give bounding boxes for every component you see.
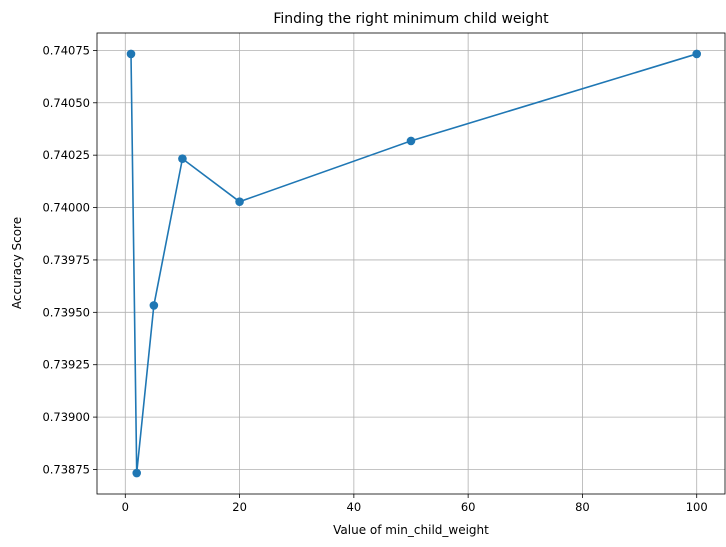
- data-point: [692, 49, 702, 59]
- data-point: [126, 49, 136, 59]
- chart-title: Finding the right minimum child weight: [273, 11, 549, 27]
- y-tick-label: 0.73875: [42, 462, 90, 476]
- y-tick-label: 0.73900: [42, 410, 90, 424]
- x-axis-label: Value of min_child_weight: [333, 523, 489, 537]
- series-line: [130, 53, 697, 474]
- data-point: [235, 197, 244, 206]
- data-point: [406, 136, 416, 146]
- x-tick-label: 20: [232, 500, 247, 514]
- y-tick-label: 0.74025: [42, 148, 90, 162]
- x-tick-label: 80: [575, 500, 590, 514]
- y-tick-label: 0.73925: [42, 358, 90, 372]
- grid: [97, 33, 725, 494]
- y-tick-label: 0.74050: [42, 96, 90, 110]
- plot-frame: [96, 32, 726, 495]
- x-tick-label: 60: [461, 500, 476, 514]
- axis-ticks: 0 20 40 60 80 100 0.73875 0.73900 0.73925 0.73950…: [42, 43, 707, 514]
- y-tick-label: 0.74000: [42, 201, 90, 215]
- data-point: [149, 301, 159, 310]
- y-tick-label: 0.73975: [42, 253, 90, 267]
- x-tick-label: 40: [347, 500, 362, 514]
- y-tick-label: 0.74075: [42, 43, 90, 57]
- data-series: [126, 49, 702, 478]
- data-point: [132, 468, 142, 478]
- x-tick-label: 100: [686, 500, 708, 514]
- y-tick-label: 0.73950: [42, 305, 90, 319]
- data-point: [178, 154, 187, 164]
- y-axis-label: Accuracy Score: [10, 217, 24, 309]
- x-tick-label: 0: [122, 500, 129, 514]
